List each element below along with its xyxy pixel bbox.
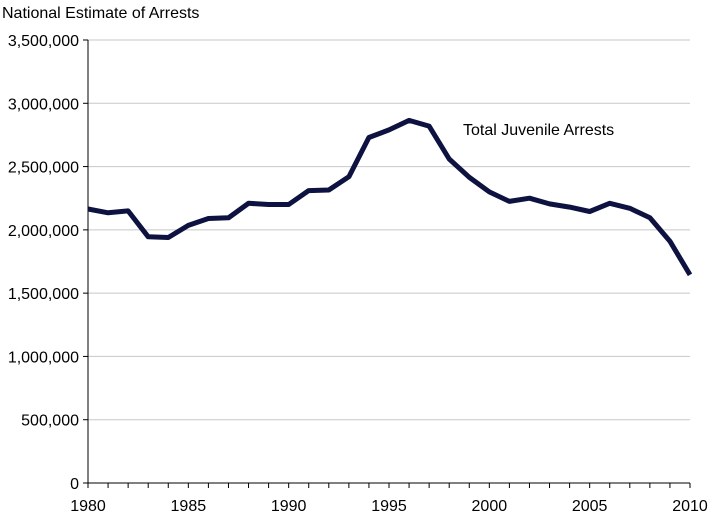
y-axis-ticks: 0 500,000 1,000,000 1,500,000 2,000,000 2,500… [8, 33, 88, 493]
x-tick-label-2: 1990 [271, 498, 307, 515]
x-tick-label-0: 1980 [70, 498, 106, 515]
series-line-0 [87, 117, 693, 277]
y-tick-label-0: 0 [70, 476, 79, 493]
gridlines [88, 39, 690, 421]
y-tick-label-5: 2,500,000 [8, 160, 79, 177]
y-tick-label-2: 1,000,000 [8, 349, 79, 366]
y-tick-label-1: 500,000 [21, 413, 79, 430]
x-tick-label-5: 2005 [572, 498, 608, 515]
y-tick-label-7: 3,500,000 [8, 33, 79, 50]
y-tick-label-3: 1,500,000 [8, 286, 79, 303]
axes [87, 40, 690, 484]
series-layer [87, 117, 693, 277]
y-tick-label-6: 3,000,000 [8, 96, 79, 113]
x-axis-ticks: 1980 1985 1990 1995 2000 2005 2010 [70, 483, 708, 515]
x-tick-label-1: 1985 [171, 498, 207, 515]
y-axis-title: National Estimate of Arrests [2, 5, 199, 22]
series-annotation: Total Juvenile Arrests [463, 122, 614, 139]
y-tick-label-4: 2,000,000 [8, 223, 79, 240]
x-tick-label-3: 1995 [371, 498, 407, 515]
x-tick-label-4: 2000 [472, 498, 508, 515]
x-tick-label-6: 2010 [672, 498, 708, 515]
